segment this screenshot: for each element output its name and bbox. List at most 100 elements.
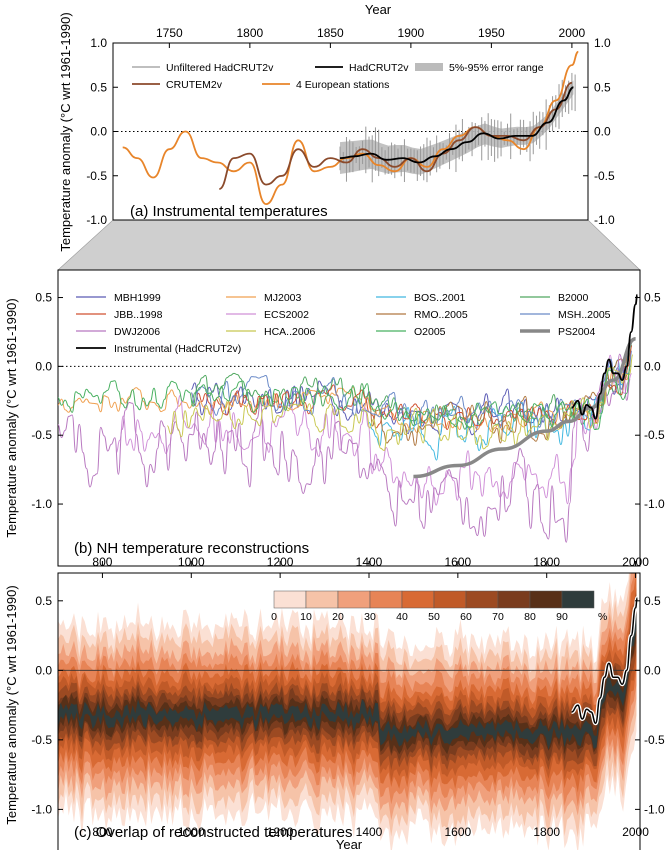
panel-c-x-axis-label: Year [336, 837, 363, 850]
panel-b-ytick-left-0: 0.5 [35, 291, 52, 305]
panel-c-ytick-left-0: 0.5 [35, 594, 52, 608]
panel-a-ytick-right-4: -1.0 [594, 213, 615, 227]
colorbar-tick-4: 40 [396, 611, 408, 623]
panel-c-ytick-right-3: -1.0 [644, 802, 665, 816]
colorbar-swatch-6 [465, 590, 499, 609]
panel-a-y-axis-label: Temperature anomaly (°C wrt 1961-1990) [58, 12, 73, 251]
panel-c-ytick-left-1: 0.0 [35, 663, 52, 677]
panel-a-xtick-3: 1900 [398, 26, 425, 40]
overlap-band-9 [58, 612, 637, 750]
colorbar-tick-3: 30 [364, 611, 376, 623]
legend-european-stations: 4 European stations [296, 79, 389, 91]
colorbar-tick-5: 50 [428, 611, 440, 623]
panel-a-ytick-right-3: -0.5 [594, 169, 615, 183]
panel-a-ytick-left-2: 0.0 [90, 125, 107, 139]
colorbar-tick-6: 60 [460, 611, 472, 623]
panel-a-ytick-left-1: 0.5 [90, 80, 107, 94]
panel-c-overlap: 800 800 1000 1000 1200 1200 1400 1400 1600 1600 18… [4, 555, 665, 850]
panel-b-ytick-right-2: -0.5 [644, 428, 665, 442]
colorbar-swatch-9 [561, 590, 595, 609]
panel-a-series-2 [339, 86, 574, 164]
panel-a-ytick-left-0: 1.0 [90, 36, 107, 50]
legend-entry-6: RMO..2005 [414, 309, 468, 321]
panel-c-ytick-right-0: 0.5 [644, 594, 661, 608]
colorbar-tick-0: 0 [271, 611, 277, 623]
panel-c-xtick-1: 1000 [178, 825, 205, 839]
panel-c-instrumental-line [571, 597, 639, 724]
colorbar-swatch-8 [529, 590, 563, 609]
panel-a-xtick-0: 1750 [156, 26, 183, 40]
panel-c-colorbar: 0 10 20 30 40 50 60 70 80 90% [271, 590, 607, 623]
panel-b-xtick-4: 1600 [444, 555, 471, 569]
legend-entry-4: JBB..1998 [114, 309, 163, 321]
panel-b-ytick-right-3: -1.0 [644, 497, 665, 511]
panel-b-xtick-6: 2000 [622, 555, 649, 569]
legend-entry-12: Instrumental (HadCRUT2v) [114, 343, 241, 355]
panel-b-ytick-left-2: -0.5 [31, 428, 52, 442]
panel-c-xtick-4: 1600 [444, 825, 471, 839]
legend-hadcrut2v: HadCRUT2v [349, 62, 409, 74]
colorbar-swatch-3 [369, 590, 403, 609]
colorbar-tick-7: 70 [492, 611, 504, 623]
panel-a-instrumental: 1750 1800 1850 1900 1950 2000 1.0 1.0 0.5 0.5 0.0 0… [58, 2, 615, 252]
panel-b-ps2004-line [413, 337, 637, 479]
panel-a-xtick-4: 1950 [478, 26, 505, 40]
legend-entry-0: MBH1999 [114, 292, 161, 304]
panel-a-xtick-2: 1850 [317, 26, 344, 40]
panel-b-recon-9 [167, 354, 634, 452]
panel-b-xtick-0: 800 [92, 555, 112, 569]
legend-entry-3: B2000 [558, 292, 589, 304]
panel-b-xtick-3: 1400 [356, 555, 383, 569]
panel-a-ytick-right-0: 1.0 [594, 36, 611, 50]
colorbar-swatch-5 [433, 590, 467, 609]
panel-b-reconstructions: 0.5 0.5 0.0 0.0 -0.5 -0.5 -1.0 -1.0 Temperature… [4, 269, 665, 567]
panel-b-title: (b) NH temperature reconstructions [74, 540, 309, 557]
panel-a-ytick-right-1: 0.5 [594, 80, 611, 94]
colorbar-swatch-4 [401, 590, 435, 609]
legend-entry-2: BOS..2001 [414, 292, 466, 304]
colorbar-swatch-1 [305, 590, 339, 609]
colorbar-tick-1: 10 [300, 611, 312, 623]
panel-a-xtick-1: 1800 [237, 26, 264, 40]
panel-b-recon-10 [58, 365, 631, 431]
legend-entry-10: O2005 [414, 326, 446, 338]
legend-error-range: 5%-95% error range [449, 62, 544, 74]
panel-b-xtick-1: 1000 [178, 555, 205, 569]
colorbar-tick-2: 20 [332, 611, 344, 623]
panel-c-xtick-6: 2000 [622, 825, 649, 839]
panel-b-xtick-2: 1200 [267, 555, 294, 569]
panel-c-xtick-3: 1400 [356, 825, 383, 839]
panel-c-ytick-right-2: -0.5 [644, 733, 665, 747]
panel-b-recon-6 [368, 338, 633, 446]
colorbar-swatch-0 [273, 590, 307, 609]
panel-b-ytick-right-0: 0.5 [644, 291, 661, 305]
zoom-connector [57, 219, 641, 271]
panel-b-legend: MBH1999 MJ2003 BOS..2001 B2000 JBB..1998 ECS2… [76, 292, 611, 355]
panel-a-x-axis-label: Year [365, 2, 392, 17]
panel-c-xtick-0: 800 [92, 825, 112, 839]
panel-c-xtick-2: 1200 [267, 825, 294, 839]
panel-c-ytick-left-3: -1.0 [31, 802, 52, 816]
legend-entry-1: MJ2003 [264, 292, 302, 304]
panel-b-y-axis-label: Temperature anomaly (°C wrt 1961-1990) [4, 298, 19, 537]
panel-b-xtick-5: 1800 [533, 555, 560, 569]
legend-entry-5: ECS2002 [264, 309, 309, 321]
legend-crutem2v: CRUTEM2v [166, 79, 223, 91]
panel-a-legend: Unfiltered HadCRUT2v HadCRUT2v 5%-95% er… [132, 62, 544, 91]
panel-a-title: (a) Instrumental temperatures [130, 203, 328, 220]
panel-a-ytick-left-3: -0.5 [86, 169, 107, 183]
legend-entry-7: MSH..2005 [558, 309, 611, 321]
legend-entry-11: PS2004 [558, 326, 596, 338]
panel-b-ytick-left-1: 0.0 [35, 359, 52, 373]
panel-c-ytick-left-2: -0.5 [31, 733, 52, 747]
colorbar-tick-10: % [598, 611, 607, 623]
panel-b-recon-1 [58, 369, 631, 434]
panel-b-recon-7 [190, 350, 633, 429]
panel-b-instrumental-line [571, 293, 639, 420]
colorbar-swatch-7 [497, 590, 531, 609]
legend-entry-9: HCA..2006 [264, 326, 316, 338]
colorbar-swatch-2 [337, 590, 371, 609]
panel-b-recon-8 [58, 353, 631, 543]
panel-c-title: (c) Overlap of reconstructed temperature… [74, 824, 352, 841]
panel-c-y-axis-label: Temperature anomaly (°C wrt 1961-1990) [4, 585, 19, 824]
